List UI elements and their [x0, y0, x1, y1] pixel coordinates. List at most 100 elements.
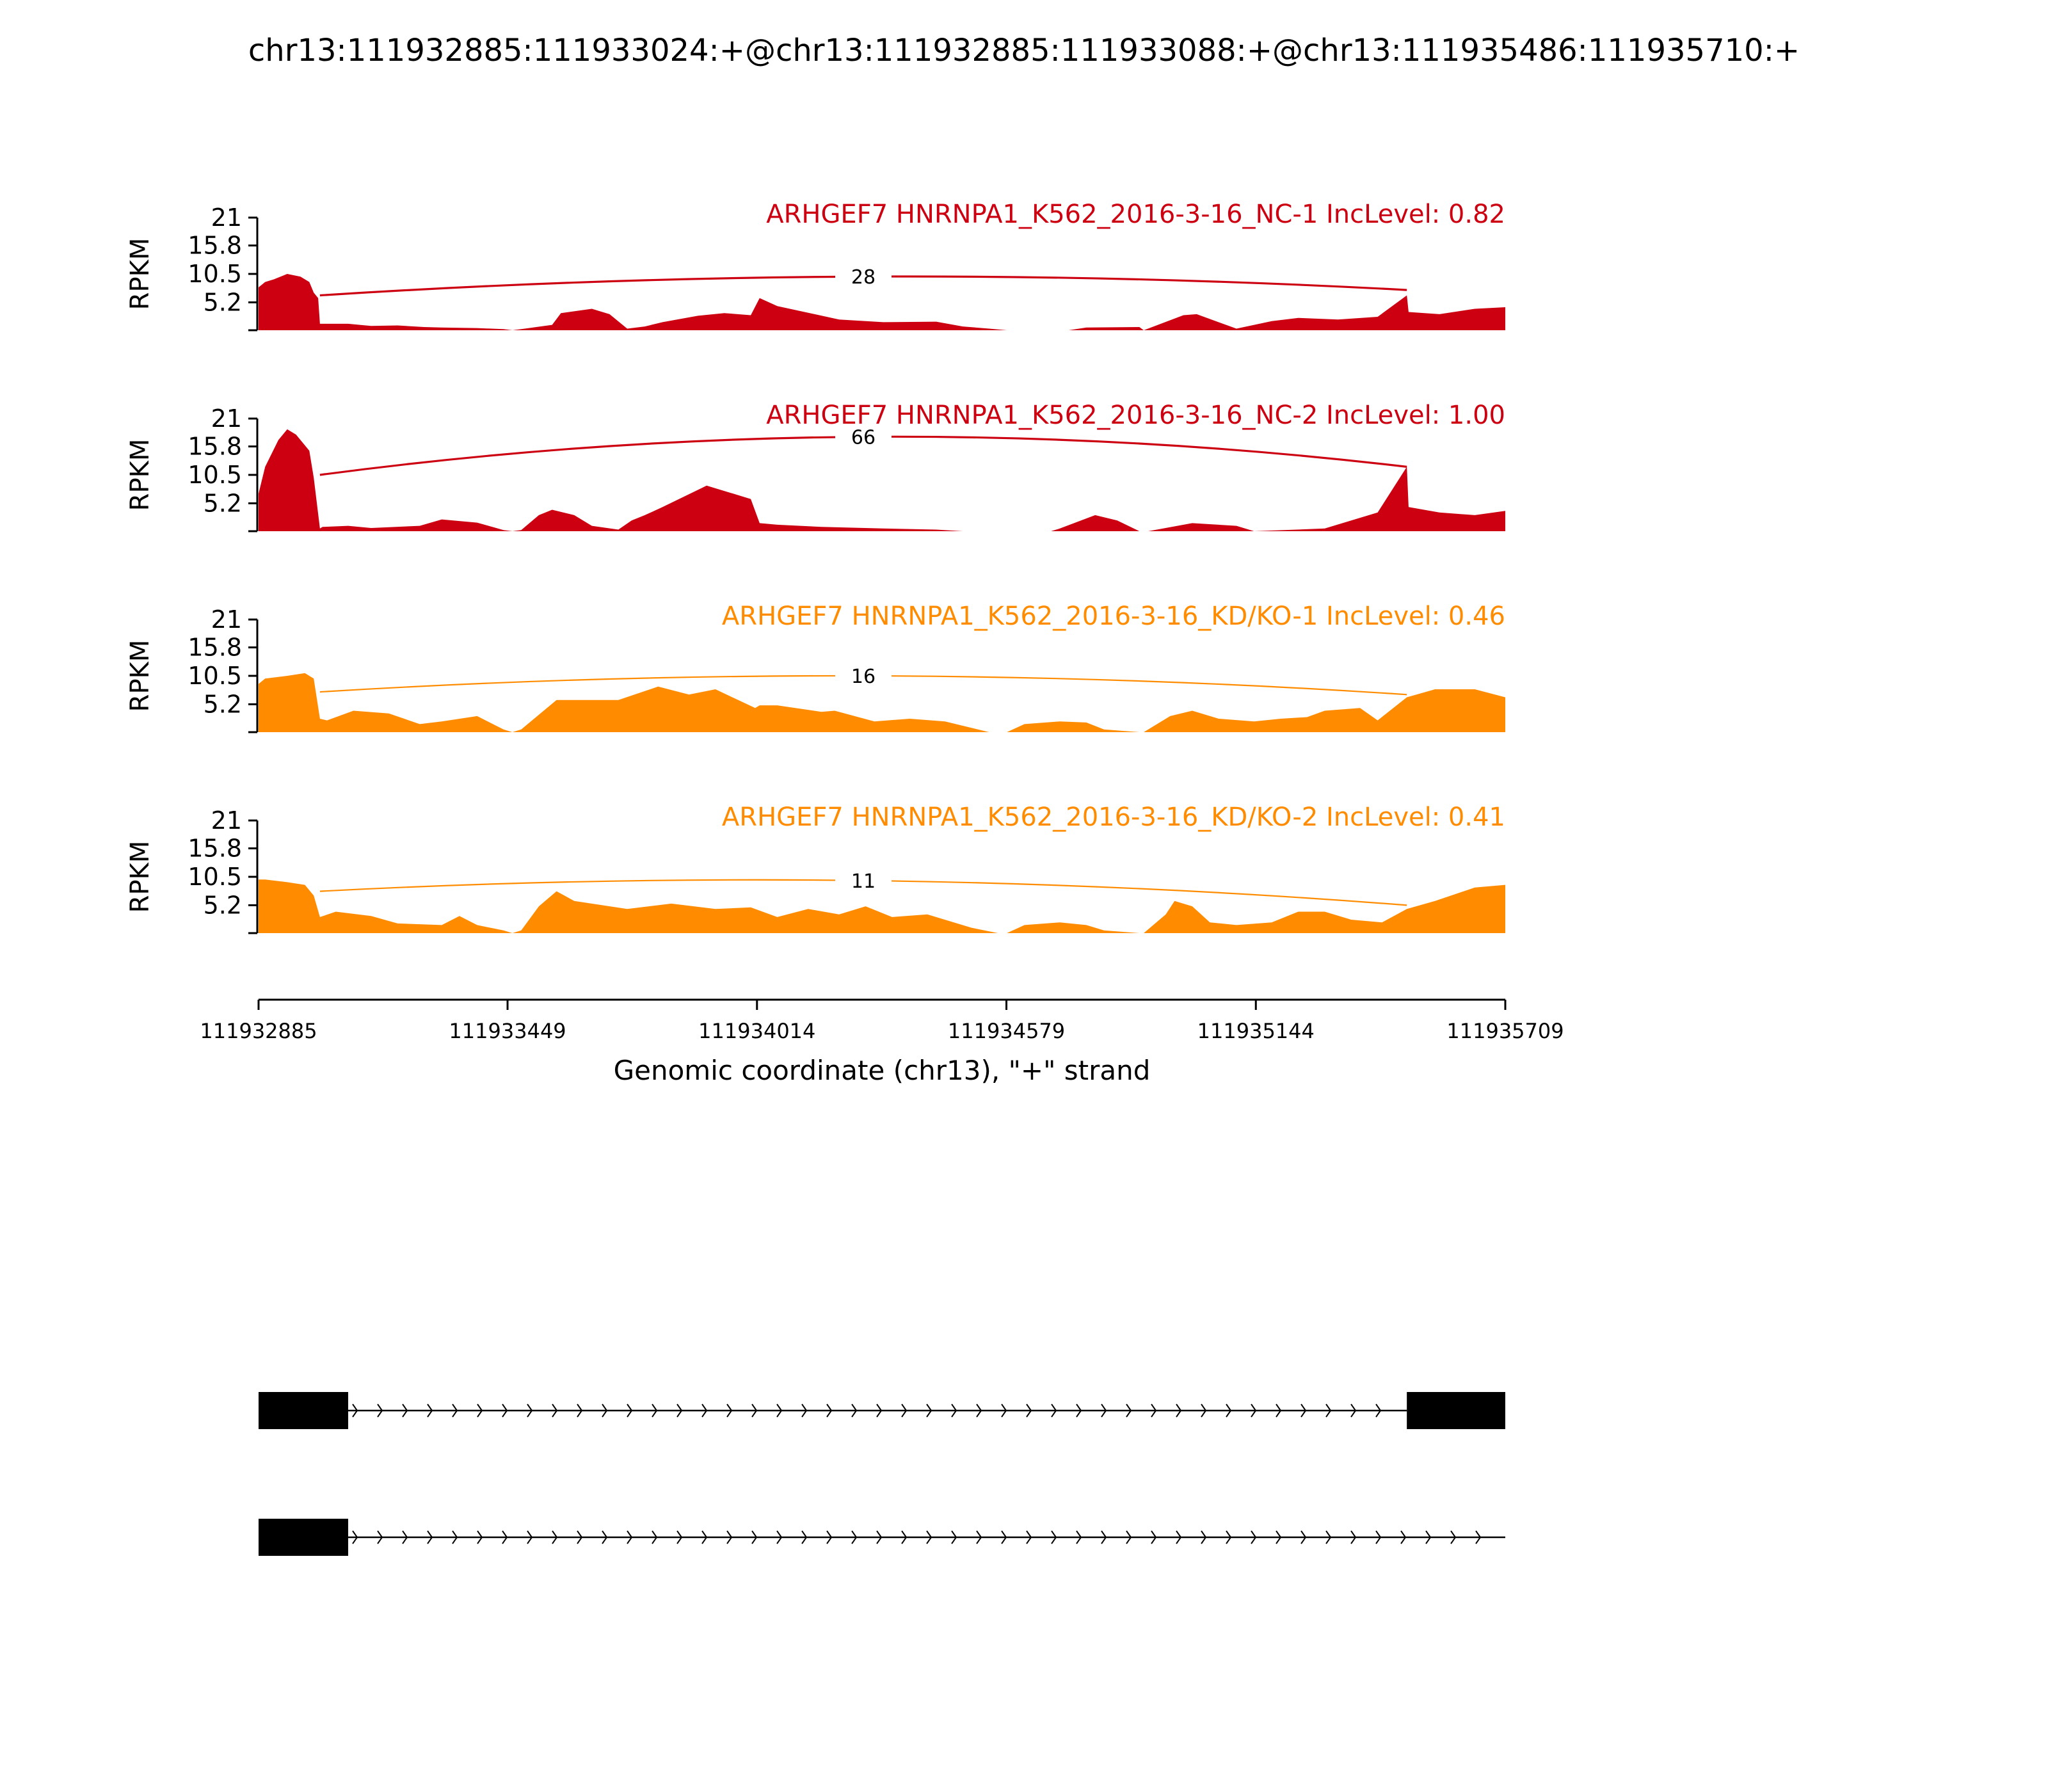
strand-chevron — [901, 1530, 908, 1544]
strand-chevron — [427, 1530, 433, 1544]
strand-chevron — [527, 1404, 533, 1418]
x-tick-label: 111935709 — [1446, 1019, 1564, 1043]
coverage-area — [259, 879, 1505, 933]
junction-label-box — [835, 663, 892, 689]
strand-chevron — [1400, 1530, 1407, 1544]
strand-chevron — [1076, 1404, 1082, 1418]
strand-chevron — [1475, 1530, 1482, 1544]
strand-chevron — [701, 1530, 708, 1544]
y-tick-label: 21 — [211, 404, 242, 433]
strand-chevron — [926, 1404, 932, 1418]
strand-chevron — [377, 1530, 383, 1544]
strand-chevron — [602, 1404, 608, 1418]
transcript-2 — [259, 1519, 1505, 1556]
y-tick-label: 21 — [211, 605, 242, 634]
strand-chevron — [1201, 1404, 1207, 1418]
chart-title: chr13:111932885:111933024:+@chr13:111932… — [248, 33, 1800, 68]
strand-chevron — [1001, 1530, 1007, 1544]
junction-label-box — [835, 867, 892, 893]
strand-chevron — [726, 1530, 733, 1544]
strand-chevron — [851, 1530, 858, 1544]
strand-chevron — [452, 1404, 458, 1418]
strand-chevron — [1176, 1404, 1182, 1418]
strand-chevron — [552, 1530, 558, 1544]
strand-chevron — [1151, 1530, 1157, 1544]
strand-chevron — [1450, 1530, 1457, 1544]
strand-chevron — [901, 1404, 908, 1418]
strand-chevron — [1300, 1530, 1307, 1544]
strand-chevron — [1051, 1404, 1057, 1418]
strand-chevron — [1375, 1404, 1382, 1418]
strand-chevron — [1001, 1404, 1007, 1418]
y-tick-label: 15.8 — [188, 634, 242, 662]
strand-chevron — [1101, 1530, 1107, 1544]
strand-chevron — [926, 1530, 932, 1544]
strand-chevron — [1126, 1404, 1132, 1418]
panel-label: ARHGEF7 HNRNPA1_K562_2016-3-16_KD/KO-2 I… — [722, 803, 1505, 832]
junction-count: 16 — [851, 666, 876, 688]
y-tick-label: 15.8 — [188, 835, 242, 863]
strand-chevron — [876, 1530, 883, 1544]
transcript-1 — [259, 1392, 1505, 1429]
strand-chevron — [352, 1530, 358, 1544]
y-tick-label: 10.5 — [188, 662, 242, 690]
strand-chevron — [1101, 1404, 1107, 1418]
junction-count: 28 — [851, 266, 876, 289]
y-tick-label: 5.2 — [204, 489, 242, 517]
strand-chevron — [1026, 1404, 1032, 1418]
strand-chevron — [1226, 1530, 1232, 1544]
junction-label-box — [835, 264, 892, 290]
y-tick-label: 5.2 — [204, 690, 242, 718]
x-tick-label: 111935144 — [1197, 1019, 1315, 1043]
strand-chevron — [1276, 1530, 1282, 1544]
junction-count: 11 — [851, 870, 876, 893]
strand-chevron — [1375, 1530, 1382, 1544]
strand-chevron — [976, 1404, 982, 1418]
strand-chevron — [1325, 1530, 1332, 1544]
strand-chevron — [951, 1404, 957, 1418]
strand-chevron — [502, 1404, 508, 1418]
strand-chevron — [352, 1404, 358, 1418]
strand-chevron — [1026, 1530, 1032, 1544]
strand-chevron — [652, 1404, 658, 1418]
y-tick-label: 5.2 — [204, 288, 242, 316]
strand-chevron — [826, 1404, 833, 1418]
strand-chevron — [1126, 1530, 1132, 1544]
strand-chevron — [452, 1530, 458, 1544]
strand-chevron — [627, 1404, 633, 1418]
panel-label: ARHGEF7 HNRNPA1_K562_2016-3-16_NC-1 IncL… — [766, 200, 1505, 229]
coverage-area — [259, 673, 1505, 732]
strand-chevron — [1350, 1530, 1357, 1544]
y-axis-label: RPKM — [125, 439, 155, 511]
strand-chevron — [676, 1530, 683, 1544]
junction-count: 66 — [851, 426, 876, 449]
strand-chevron — [801, 1530, 808, 1544]
exon-block — [259, 1519, 349, 1556]
strand-chevron — [1300, 1404, 1307, 1418]
strand-chevron — [1251, 1404, 1257, 1418]
strand-chevron — [751, 1404, 758, 1418]
strand-chevron — [1076, 1530, 1082, 1544]
strand-chevron — [751, 1530, 758, 1544]
strand-chevron — [1201, 1530, 1207, 1544]
strand-chevron — [1226, 1404, 1232, 1418]
strand-chevron — [1276, 1404, 1282, 1418]
strand-chevron — [1151, 1404, 1157, 1418]
strand-chevron — [801, 1404, 808, 1418]
coverage-area — [259, 274, 1505, 330]
panel-label: ARHGEF7 HNRNPA1_K562_2016-3-16_NC-2 IncL… — [766, 401, 1505, 430]
strand-chevron — [602, 1530, 608, 1544]
junction-label-box — [835, 424, 892, 450]
y-tick-label: 10.5 — [188, 863, 242, 891]
strand-chevron — [876, 1404, 883, 1418]
strand-chevron — [577, 1530, 583, 1544]
y-axis-label: RPKM — [125, 640, 155, 712]
strand-chevron — [477, 1530, 483, 1544]
strand-chevron — [427, 1404, 433, 1418]
strand-chevron — [577, 1404, 583, 1418]
